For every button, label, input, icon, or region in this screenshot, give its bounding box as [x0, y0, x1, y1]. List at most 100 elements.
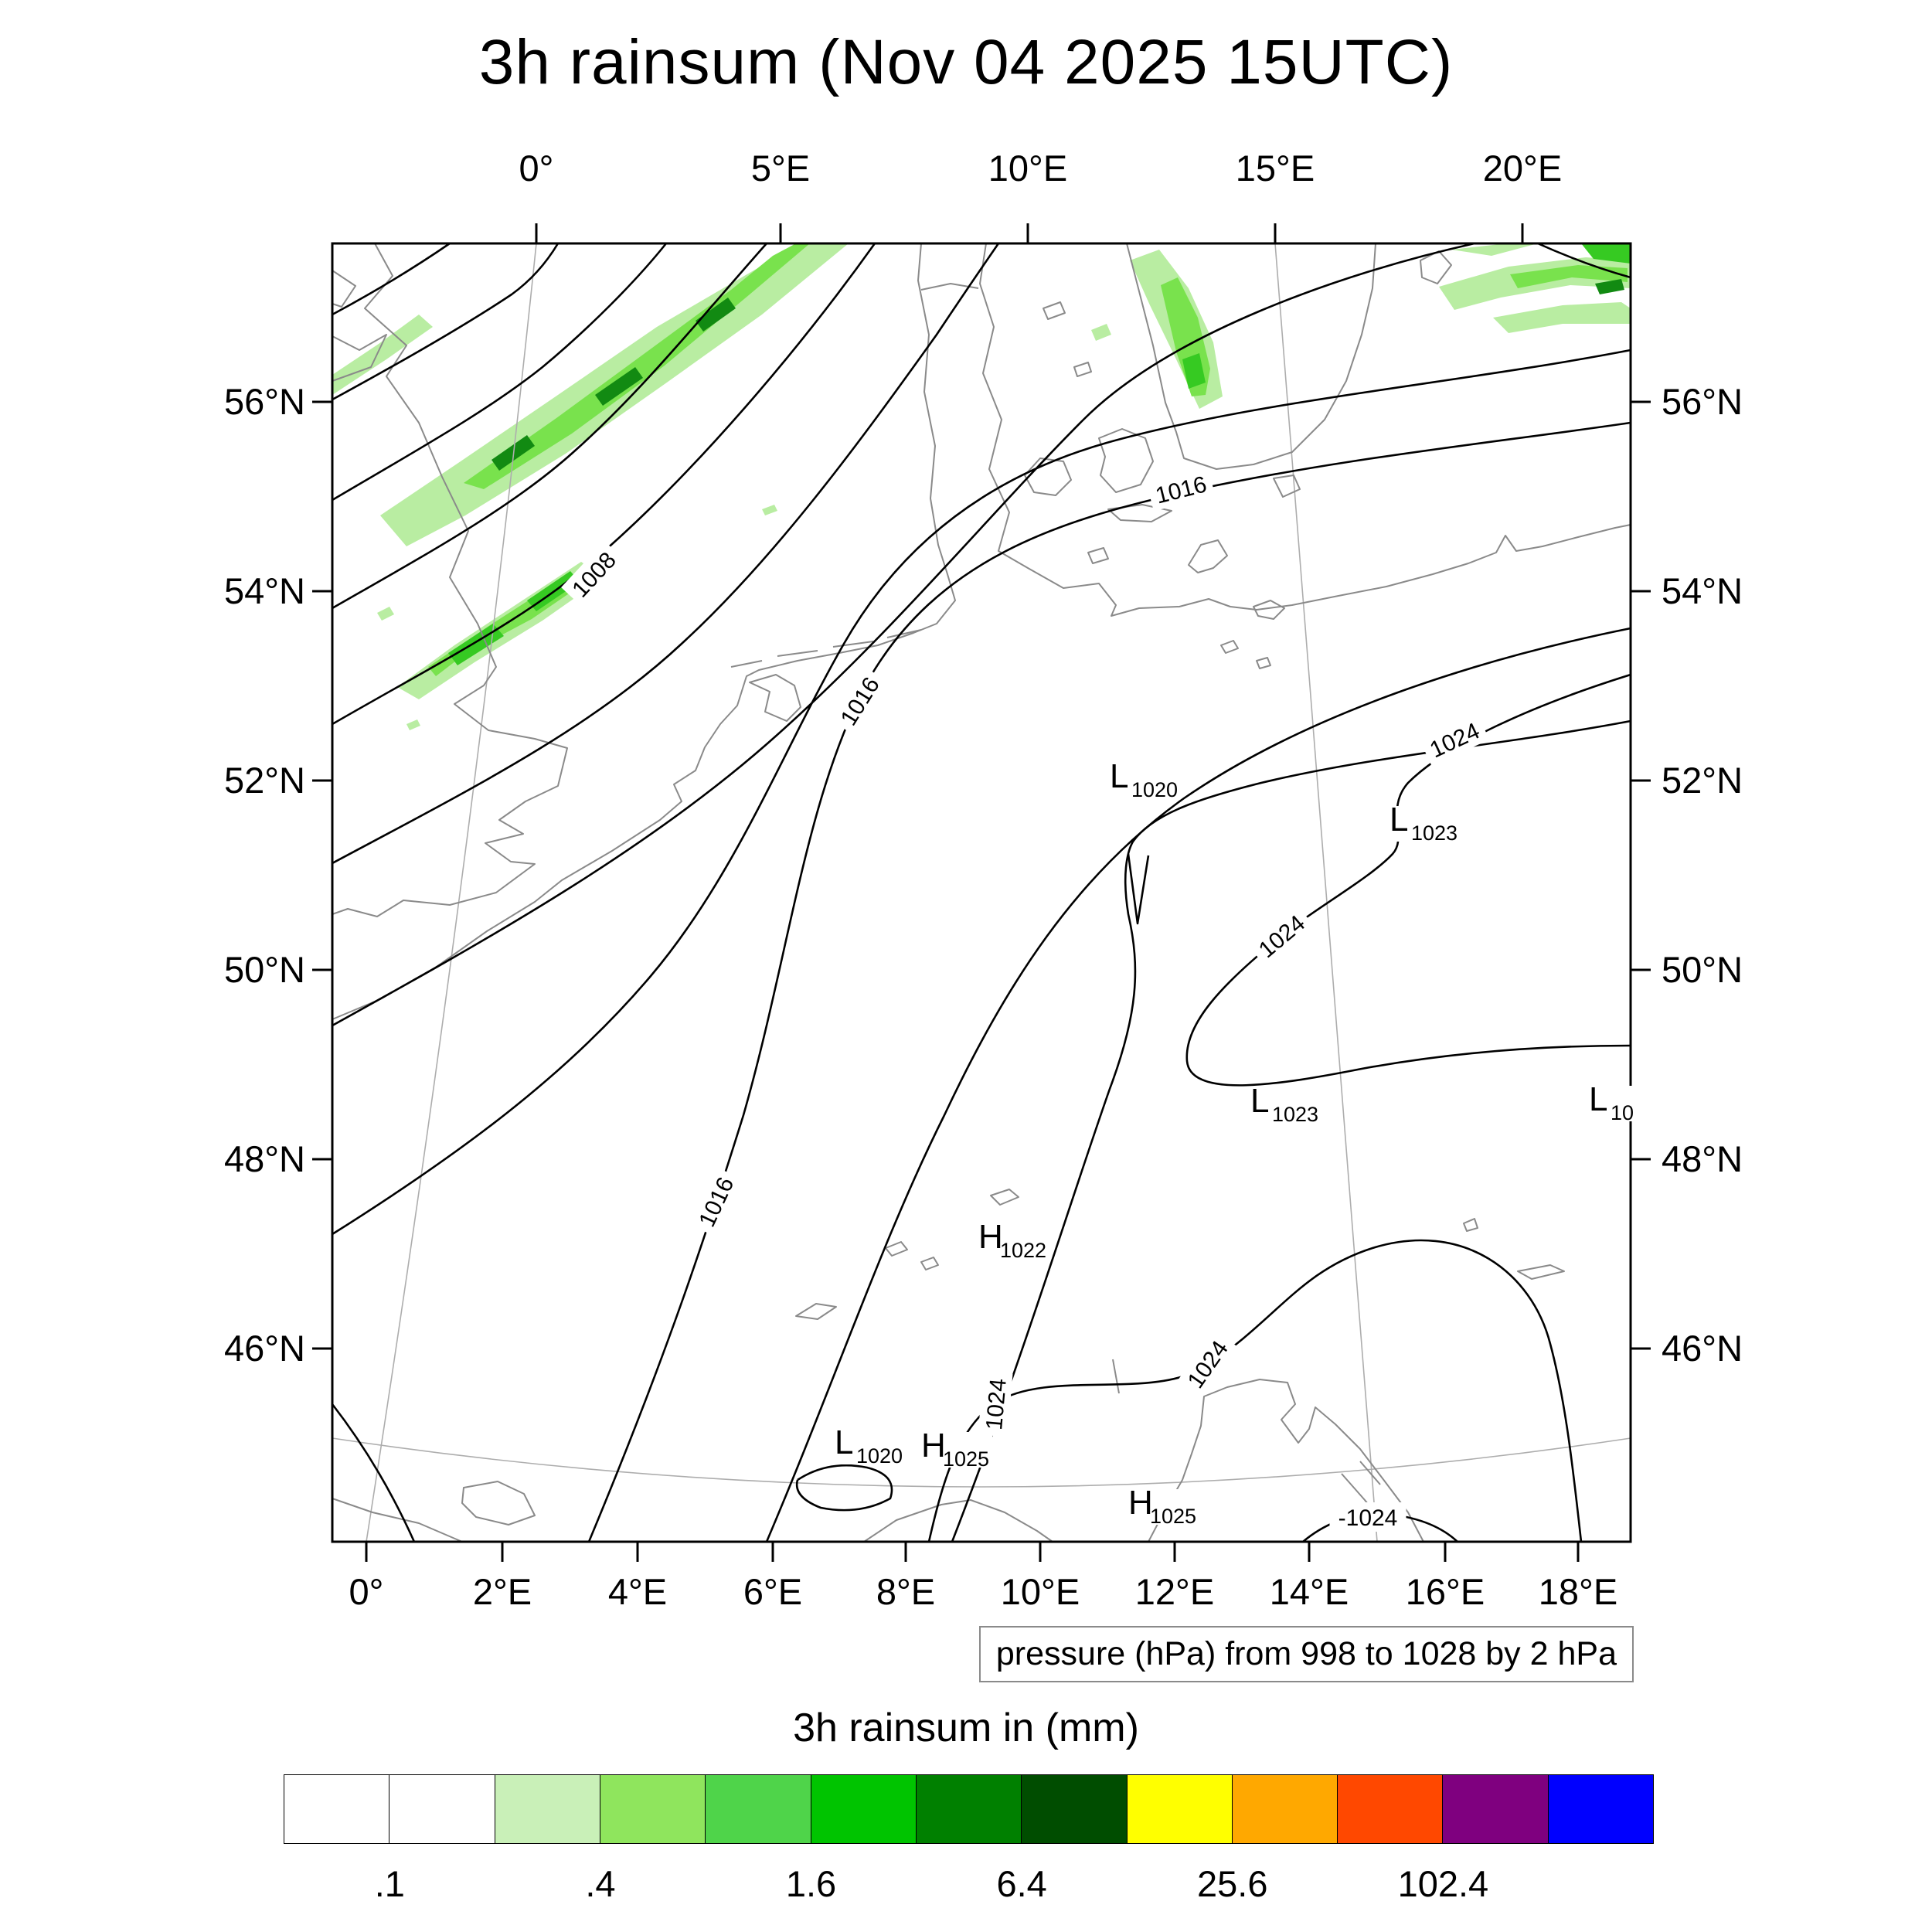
coastline-wadden-island	[886, 629, 922, 638]
coastline-jutland-baltic	[979, 243, 1631, 617]
coastline-fyn	[1024, 457, 1072, 496]
contour-label: 1016	[689, 1166, 743, 1237]
colorbar-cell	[1547, 1774, 1655, 1844]
axis-tick-label: 14°E	[1269, 1571, 1349, 1612]
contour-label: 1024	[1176, 1329, 1238, 1399]
coastline-wadden-island	[777, 650, 818, 657]
coastline-scotland-fragment	[332, 334, 387, 382]
rain-patch	[696, 298, 736, 332]
colorbar-cell	[1231, 1774, 1338, 1844]
coastline-lake-constance	[990, 1189, 1019, 1206]
pressure-center-l: L 1023	[1385, 801, 1461, 845]
axis-tick-label: 54°N	[223, 570, 305, 611]
coastline-continent-northsea	[332, 243, 956, 1020]
coastline-adriatic	[1148, 1379, 1424, 1543]
colorbar-tick-label: 1.6	[785, 1863, 837, 1904]
isobar-1008	[332, 243, 876, 726]
axis-tick-label: 18°E	[1538, 1571, 1618, 1612]
ticks-top	[535, 223, 1524, 243]
isobar-trough-spike	[1127, 853, 1150, 925]
colorbar-tick-label: 25.6	[1197, 1863, 1268, 1904]
pressure-center-l: L 10	[1584, 1080, 1635, 1124]
axis-tick-label: 5°E	[750, 148, 811, 189]
svg-text:1025: 1025	[1150, 1505, 1196, 1528]
isobars	[331, 242, 1631, 1543]
rain-patch	[1451, 243, 1538, 256]
meridian-0E	[366, 243, 537, 1543]
svg-text:L: L	[1250, 1082, 1269, 1120]
rain-patch	[762, 505, 777, 515]
coastline-wadden-island	[832, 641, 874, 648]
svg-text:1020: 1020	[856, 1444, 903, 1468]
colorbar-cell	[284, 1774, 390, 1844]
svg-text:H: H	[921, 1427, 946, 1464]
svg-text:L: L	[1589, 1080, 1607, 1118]
svg-text:1025: 1025	[943, 1447, 989, 1471]
meridian-15E	[1274, 243, 1378, 1543]
axis-tick-label: 56°N	[1662, 381, 1743, 422]
svg-text:L: L	[835, 1423, 853, 1461]
rain-patch	[595, 367, 643, 406]
coastline-balaton	[1517, 1264, 1565, 1280]
legend-title: 3h rainsum in (mm)	[793, 1706, 1139, 1750]
colorbar	[284, 1774, 1655, 1844]
isobar-corner-ne	[1537, 242, 1631, 279]
coastline-zealand	[1098, 428, 1154, 493]
colorbar-cell	[1337, 1774, 1444, 1844]
coastline-lolland	[1107, 504, 1172, 522]
coastline-swiss-lake	[885, 1241, 908, 1257]
svg-text:1020: 1020	[1131, 778, 1178, 801]
isobar	[332, 242, 451, 316]
isobar-1016	[587, 421, 1631, 1543]
colorbar-tick-label: 102.4	[1397, 1863, 1489, 1904]
isobar-1012	[332, 242, 1475, 1027]
axis-tick-label: 8°E	[876, 1571, 936, 1612]
colorbar-cell	[915, 1774, 1022, 1844]
contour-label: 1024	[1247, 904, 1315, 968]
colorbar-cell	[1021, 1774, 1128, 1844]
colorbar-cell	[1442, 1774, 1549, 1844]
colorbar-cell	[1126, 1774, 1233, 1844]
isobar-1014	[332, 349, 1631, 1236]
isobar-1020	[951, 719, 1631, 1543]
contour-label: 1024	[978, 1371, 1013, 1437]
colorbar-cell	[494, 1774, 600, 1844]
svg-text:10: 10	[1611, 1101, 1634, 1124]
rain-patch	[1581, 243, 1631, 264]
axis-tick-label: 0°	[519, 148, 554, 189]
colorbar-tick-label: .1	[374, 1863, 405, 1904]
axis-tick-label: 0°	[349, 1571, 384, 1612]
axis-tick-label: 2°E	[472, 1571, 532, 1612]
svg-text:1016: 1016	[1153, 471, 1209, 509]
isobar-1018	[765, 627, 1631, 1543]
axis-tick-label: 15°E	[1235, 148, 1315, 189]
coastlines	[332, 243, 1631, 1543]
coastline-golfe-du-lion	[332, 1498, 463, 1543]
colorbar-tick-label: .4	[585, 1863, 616, 1904]
coastline-szczecin-lagoon	[1253, 600, 1285, 620]
axis-tick-label: 10°E	[1000, 1571, 1080, 1612]
pressure-center-l: L 1020	[1105, 757, 1181, 801]
isobar	[332, 243, 668, 502]
coastline-fehmarn	[1087, 547, 1109, 564]
coastline-britain	[332, 243, 568, 917]
coastline-med-blob	[461, 1481, 536, 1526]
isobar-1024-upper	[1185, 673, 1631, 1087]
svg-text:L: L	[1110, 757, 1128, 795]
axis-tick-label: 20°E	[1482, 148, 1563, 189]
svg-text:1023: 1023	[1272, 1103, 1318, 1126]
map-area: 1008 1016 1016 1016 1024 1024 1024 1024 -1024 L 10…	[312, 223, 1651, 1562]
contour-label: 1024	[1419, 713, 1490, 767]
isobar-closed-low	[795, 1464, 893, 1512]
coastline-liguria	[863, 1499, 1053, 1543]
axis-tick-label: 52°N	[1662, 760, 1743, 801]
rain-patch	[1595, 279, 1624, 294]
axis-tick-label: 56°N	[223, 381, 305, 422]
pressure-center-l: L 1020	[830, 1423, 906, 1468]
rain-patch	[377, 607, 394, 621]
rain-patch	[1091, 324, 1111, 341]
